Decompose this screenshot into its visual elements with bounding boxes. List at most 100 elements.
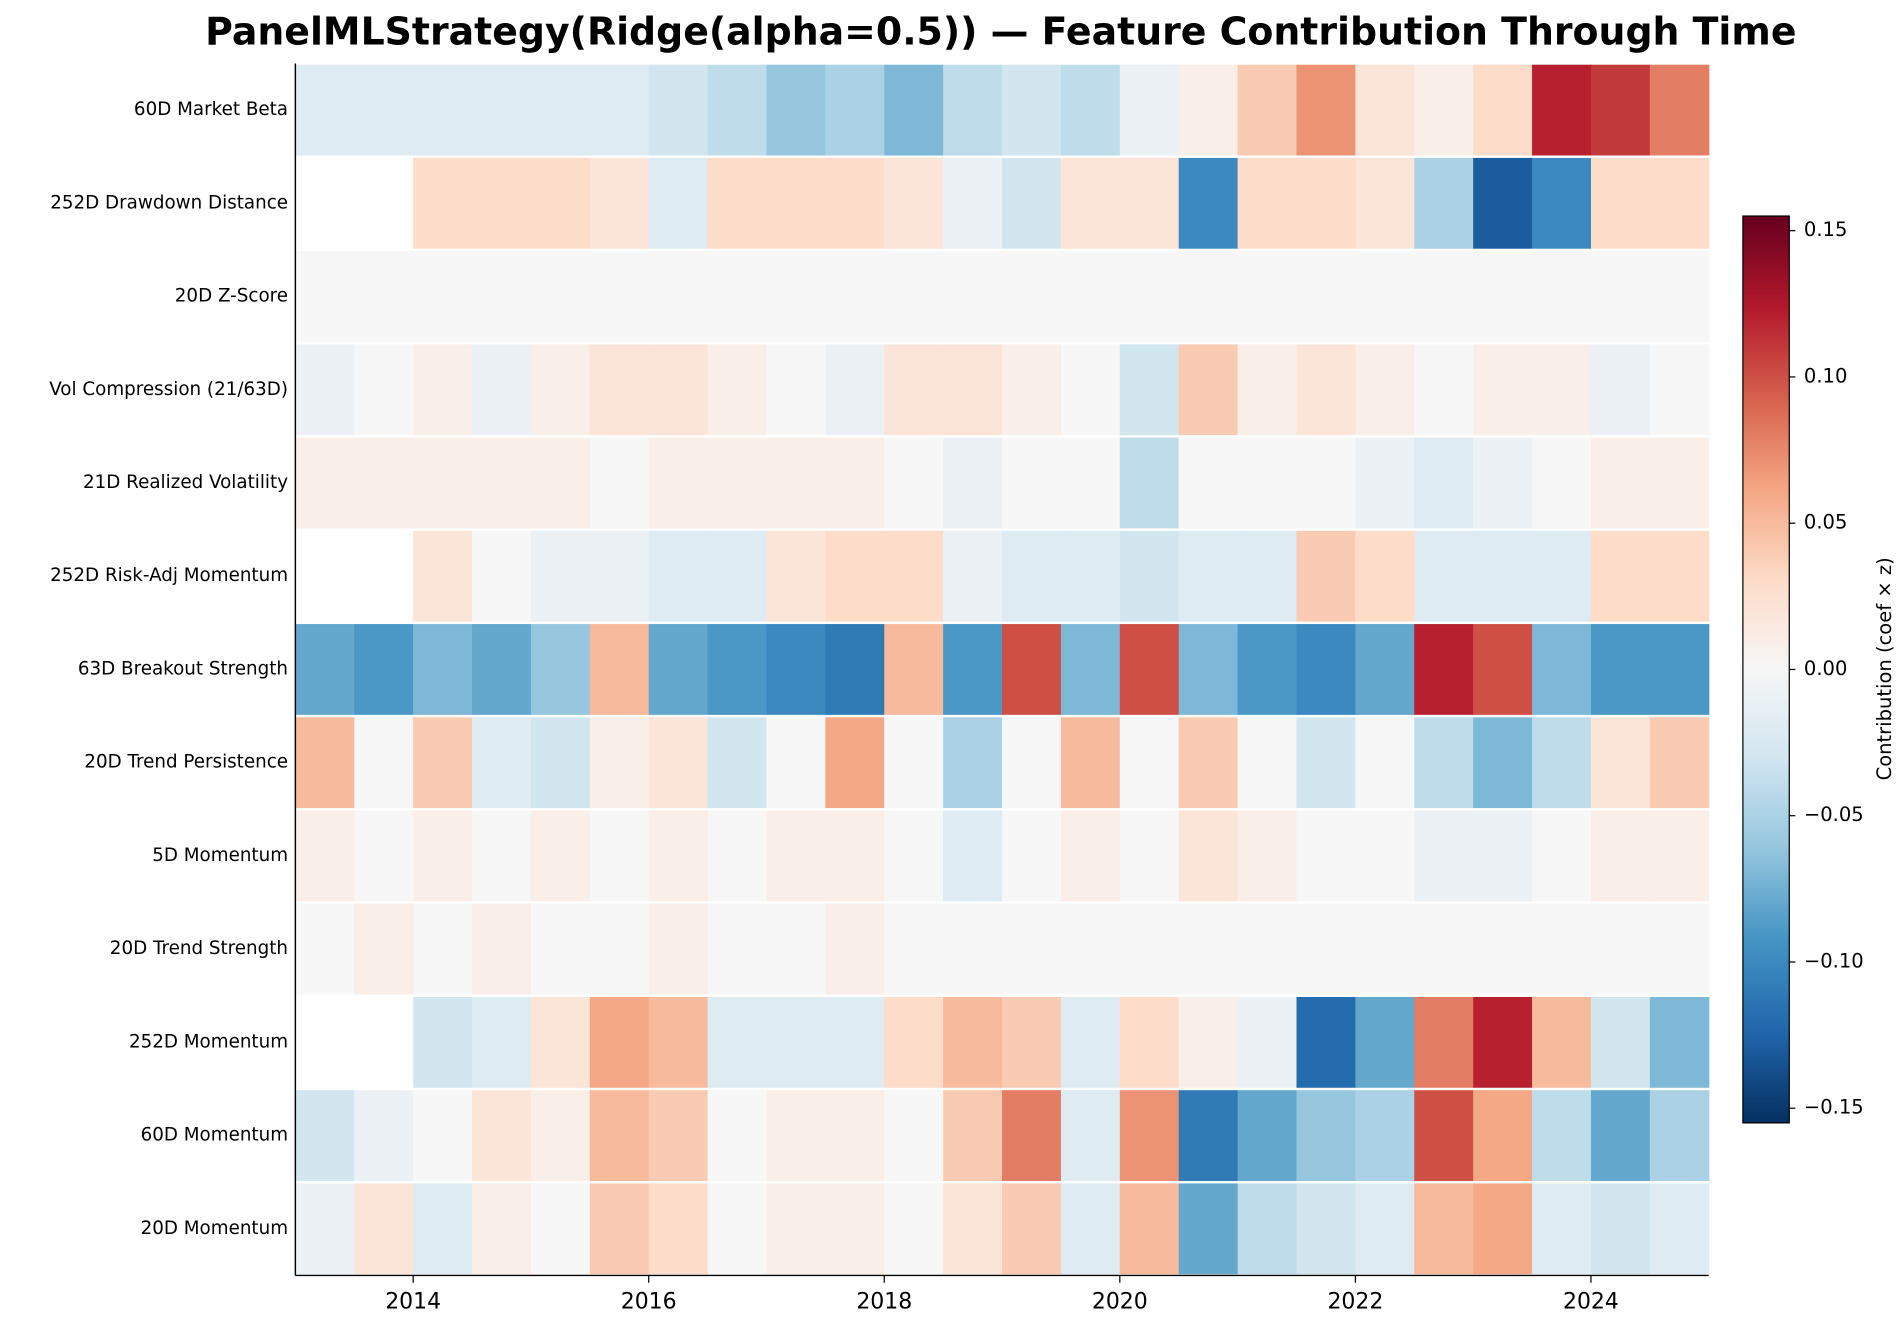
heat-cell xyxy=(1296,717,1356,809)
x-tick-label: 2022 xyxy=(1327,1289,1383,1314)
heat-cell xyxy=(472,624,532,715)
row-label: 252D Drawdown Distance xyxy=(50,192,288,213)
heat-cell xyxy=(766,530,826,622)
heat-cell xyxy=(472,1090,532,1181)
heat-cell xyxy=(1237,810,1298,902)
heat-cell xyxy=(413,530,473,622)
heat-cell xyxy=(530,157,591,249)
heat-cell xyxy=(1532,717,1592,809)
heat-cell xyxy=(884,1090,944,1181)
heat-cell xyxy=(648,996,709,1088)
heat-cell xyxy=(1060,1183,1121,1275)
heat-cell xyxy=(1237,717,1298,809)
heat-cell xyxy=(589,903,650,995)
heat-cell xyxy=(1414,810,1474,902)
heat-cell xyxy=(295,624,355,715)
heat-cell xyxy=(1002,1183,1062,1275)
heat-cell xyxy=(1355,157,1415,249)
heat-cell xyxy=(589,717,650,809)
heat-cell xyxy=(1237,437,1298,529)
heat-cell xyxy=(295,251,355,342)
heat-cell xyxy=(1590,996,1651,1088)
heat-cell xyxy=(1532,1183,1592,1275)
heat-cell xyxy=(472,810,532,902)
heat-cell xyxy=(354,717,414,809)
heat-cell xyxy=(1237,624,1298,715)
heat-cell xyxy=(1473,996,1533,1088)
x-tick-label: 2014 xyxy=(385,1289,441,1314)
heat-cell xyxy=(1178,1090,1239,1181)
heat-cell xyxy=(943,157,1003,249)
heat-cell xyxy=(1414,64,1474,156)
heat-cell xyxy=(1532,437,1592,529)
heat-cell xyxy=(589,996,650,1088)
heat-cell xyxy=(472,903,532,995)
heat-cell xyxy=(1532,624,1592,715)
heat-cell xyxy=(1414,1090,1474,1181)
heat-cell xyxy=(589,251,650,342)
heat-cell xyxy=(766,344,826,436)
heat-cell xyxy=(1649,717,1710,809)
heat-cell xyxy=(884,903,944,995)
heat-cell xyxy=(1060,157,1121,249)
heat-cell xyxy=(1649,157,1710,249)
heat-cell xyxy=(1002,717,1062,809)
heat-cell xyxy=(413,1183,473,1275)
heat-cell xyxy=(1119,1090,1180,1181)
heat-cell xyxy=(1532,64,1592,156)
colorbar-tick-label: 0.10 xyxy=(1804,364,1847,387)
heat-cell xyxy=(1296,996,1356,1088)
heat-cell xyxy=(1060,530,1121,622)
heat-cell xyxy=(1002,64,1062,156)
heat-cell xyxy=(530,624,591,715)
heat-cell xyxy=(413,624,473,715)
heat-cell xyxy=(1296,1183,1356,1275)
heat-cell xyxy=(589,624,650,715)
heat-cell xyxy=(354,624,414,715)
row-label: 20D Momentum xyxy=(141,1218,288,1239)
heat-cell xyxy=(472,64,532,156)
heat-cell xyxy=(295,1183,355,1275)
heat-cell xyxy=(530,1183,591,1275)
heat-cell xyxy=(1473,344,1533,436)
heat-cell xyxy=(1060,64,1121,156)
heat-cell xyxy=(1178,64,1239,156)
heat-cell xyxy=(354,64,414,156)
heat-cell xyxy=(589,344,650,436)
heat-cell xyxy=(825,64,885,156)
heat-cell xyxy=(589,1090,650,1181)
heat-cell xyxy=(943,437,1003,529)
heat-cell xyxy=(1649,251,1710,342)
heat-cell xyxy=(1649,1090,1710,1181)
heat-cell xyxy=(1473,717,1533,809)
heat-cell xyxy=(472,1183,532,1275)
heat-cell xyxy=(354,1090,414,1181)
heat-cell xyxy=(1414,437,1474,529)
heat-cell xyxy=(1060,717,1121,809)
heat-cell xyxy=(1473,1183,1533,1275)
heat-cell xyxy=(1532,810,1592,902)
heat-cell xyxy=(825,437,885,529)
heat-cell xyxy=(707,530,768,622)
heat-cell xyxy=(1060,1090,1121,1181)
heat-cell xyxy=(1649,996,1710,1088)
heat-cell xyxy=(884,437,944,529)
heat-cell xyxy=(1414,157,1474,249)
heat-cell xyxy=(295,717,355,809)
heat-cell xyxy=(1060,903,1121,995)
heat-cell xyxy=(1414,996,1474,1088)
heat-cell xyxy=(1355,903,1415,995)
heat-cell xyxy=(648,157,709,249)
heat-cell xyxy=(884,717,944,809)
heat-cell xyxy=(943,530,1003,622)
heat-cell xyxy=(589,810,650,902)
heat-cell xyxy=(707,996,768,1088)
heat-cell xyxy=(530,903,591,995)
heat-cell xyxy=(354,344,414,436)
heat-cell xyxy=(1178,903,1239,995)
heat-cell xyxy=(1002,1090,1062,1181)
heat-cell xyxy=(825,157,885,249)
heat-cell xyxy=(648,624,709,715)
heat-cell xyxy=(766,64,826,156)
